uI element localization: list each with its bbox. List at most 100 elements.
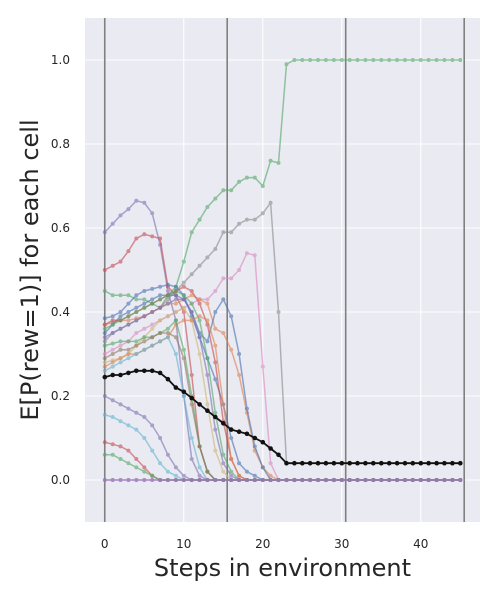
- data-point: [339, 478, 344, 482]
- data-point: [450, 460, 455, 466]
- data-point: [173, 478, 178, 482]
- data-point: [126, 249, 131, 254]
- data-point: [165, 326, 170, 331]
- data-point: [189, 230, 194, 235]
- data-point: [181, 280, 186, 285]
- data-point: [268, 461, 273, 466]
- data-point: [292, 460, 297, 466]
- data-point: [323, 478, 328, 482]
- data-point: [323, 460, 329, 466]
- data-point: [260, 439, 266, 445]
- data-point: [252, 175, 257, 180]
- data-point: [158, 436, 163, 440]
- cell-series: [102, 478, 463, 482]
- data-point: [221, 188, 226, 193]
- data-point: [197, 217, 202, 222]
- data-point: [426, 478, 431, 482]
- data-point: [403, 478, 407, 482]
- data-point: [221, 331, 226, 335]
- data-point: [150, 234, 155, 239]
- data-point: [316, 58, 320, 62]
- data-point: [102, 335, 107, 340]
- data-point: [347, 58, 352, 62]
- data-point: [102, 331, 107, 335]
- data-point: [181, 389, 187, 395]
- data-point: [229, 347, 234, 352]
- data-point: [110, 293, 115, 298]
- data-point: [308, 478, 313, 482]
- y-tick-label: 0.0: [51, 473, 70, 487]
- data-point: [134, 331, 139, 335]
- data-point: [142, 347, 147, 352]
- data-point: [150, 297, 155, 302]
- data-point: [110, 331, 115, 335]
- data-point: [102, 289, 107, 293]
- data-point: [142, 301, 147, 306]
- data-point: [181, 293, 186, 298]
- data-point: [197, 335, 202, 340]
- data-point: [331, 58, 336, 62]
- data-point: [300, 478, 305, 482]
- data-point: [228, 427, 234, 432]
- data-point: [292, 478, 297, 482]
- data-point: [165, 478, 170, 482]
- data-point: [221, 469, 226, 474]
- data-point: [110, 452, 115, 457]
- data-point: [158, 318, 163, 323]
- data-point: [244, 175, 249, 180]
- data-point: [142, 297, 147, 302]
- data-point: [158, 478, 163, 482]
- data-point: [102, 440, 107, 445]
- data-point: [410, 478, 415, 482]
- data-point: [197, 301, 202, 306]
- data-point: [102, 316, 107, 321]
- data-point: [197, 444, 202, 449]
- data-point: [244, 431, 250, 437]
- data-point: [118, 326, 123, 331]
- data-point: [150, 326, 155, 331]
- data-point: [213, 310, 218, 314]
- x-tick-label: 10: [176, 537, 191, 551]
- data-point: [300, 460, 305, 466]
- data-point: [142, 200, 147, 205]
- y-tick-label: 0.8: [51, 137, 70, 151]
- data-point: [434, 478, 439, 482]
- data-point: [150, 473, 155, 478]
- data-point: [150, 478, 155, 482]
- data-point: [150, 448, 155, 453]
- data-point: [323, 58, 328, 62]
- data-point: [165, 469, 170, 474]
- data-point: [126, 478, 131, 482]
- data-point: [229, 469, 234, 474]
- series-line: [104, 59, 461, 309]
- data-point: [213, 343, 218, 348]
- data-point: [126, 314, 131, 319]
- data-point: [418, 58, 423, 62]
- data-point: [268, 200, 273, 205]
- data-point: [118, 356, 123, 361]
- data-point: [205, 356, 210, 361]
- data-point: [142, 314, 147, 319]
- data-point: [371, 478, 376, 482]
- data-point: [260, 364, 265, 369]
- data-point: [268, 478, 273, 482]
- data-point: [118, 372, 123, 378]
- data-point: [173, 473, 178, 478]
- series-line: [104, 369, 461, 465]
- data-point: [126, 293, 131, 298]
- data-point: [395, 478, 400, 482]
- data-point: [410, 58, 415, 62]
- data-point: [221, 461, 226, 466]
- data-point: [142, 305, 147, 310]
- data-point: [213, 478, 218, 482]
- data-point: [102, 356, 107, 361]
- data-point: [229, 457, 234, 461]
- data-point: [158, 284, 163, 289]
- data-point: [102, 360, 107, 365]
- x-tick-label: 40: [413, 537, 428, 551]
- data-point: [118, 293, 123, 298]
- data-point: [244, 251, 249, 256]
- data-point: [387, 478, 392, 482]
- data-point: [347, 478, 352, 482]
